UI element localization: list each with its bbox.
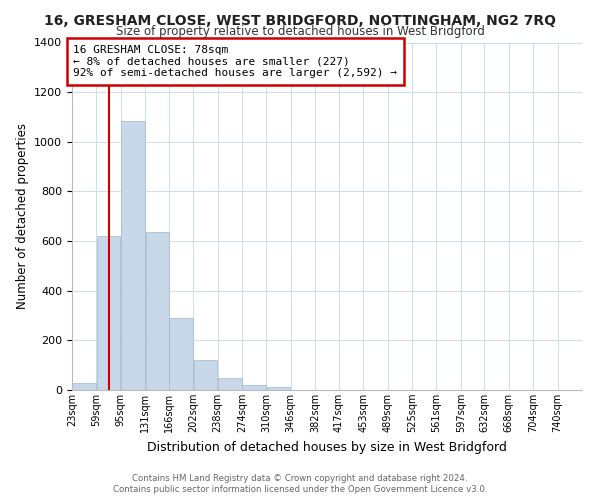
Bar [169, 318, 193, 390]
Text: 16 GRESHAM CLOSE: 78sqm
← 8% of detached houses are smaller (227)
92% of semi-de: 16 GRESHAM CLOSE: 78sqm ← 8% of detached… [73, 45, 397, 78]
Bar [146, 232, 169, 390]
Bar [218, 378, 242, 390]
Text: Size of property relative to detached houses in West Bridgford: Size of property relative to detached ho… [116, 25, 484, 38]
Text: Contains HM Land Registry data © Crown copyright and database right 2024.
Contai: Contains HM Land Registry data © Crown c… [113, 474, 487, 494]
Bar [121, 120, 145, 390]
Bar [242, 385, 266, 390]
Bar [97, 236, 121, 390]
X-axis label: Distribution of detached houses by size in West Bridgford: Distribution of detached houses by size … [147, 440, 507, 454]
Bar [73, 382, 96, 390]
Text: 16, GRESHAM CLOSE, WEST BRIDGFORD, NOTTINGHAM, NG2 7RQ: 16, GRESHAM CLOSE, WEST BRIDGFORD, NOTTI… [44, 14, 556, 28]
Y-axis label: Number of detached properties: Number of detached properties [16, 123, 29, 309]
Bar [194, 360, 217, 390]
Bar [267, 387, 290, 390]
